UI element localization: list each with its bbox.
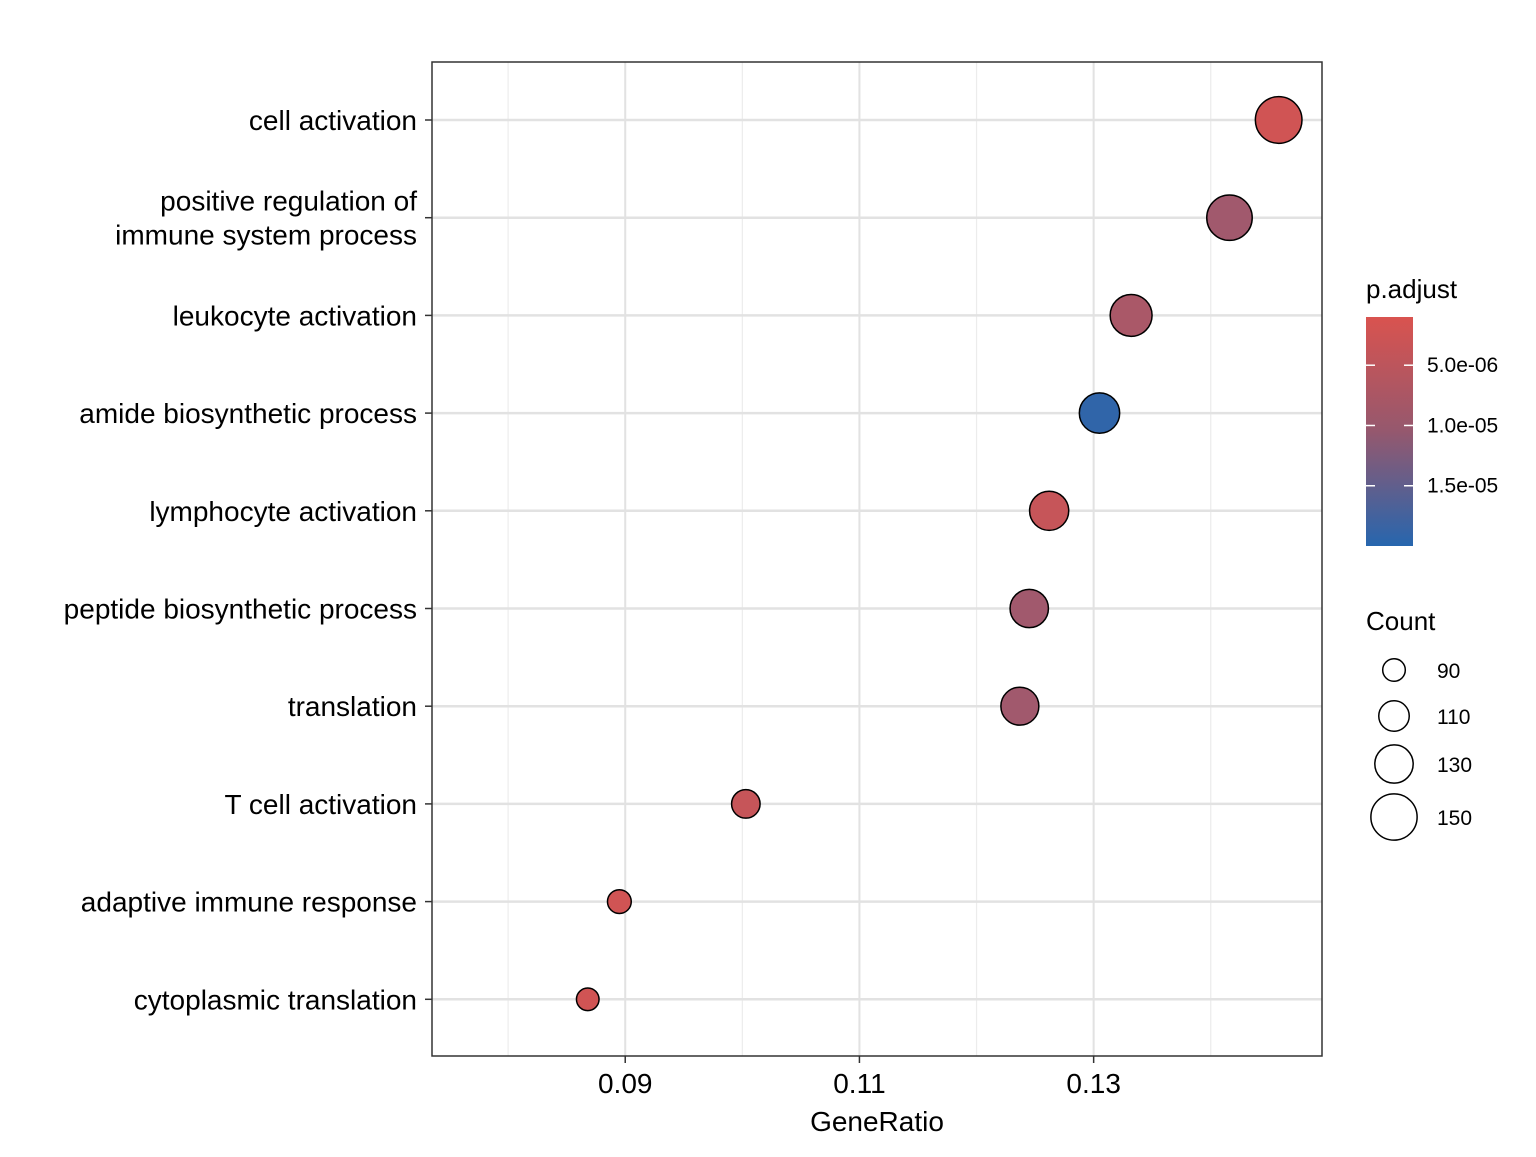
data-point (606, 888, 633, 915)
points-layer (575, 95, 1303, 1012)
data-point (1109, 293, 1153, 338)
data-point (730, 788, 761, 819)
color-legend-label: 1.5e-05 (1427, 475, 1498, 498)
size-legend-circle (1370, 793, 1418, 841)
axes-layer: cell activation positive regulation of imm… (64, 105, 1121, 1099)
plot-panel-border (431, 61, 1323, 1057)
x-tick-label: 0.09 (598, 1068, 653, 1099)
grid-layer (432, 62, 1322, 1056)
legend-layer: p.adjust 5.0e-06 1.0e-05 1.5e-05 Count 90 1… (1366, 274, 1498, 841)
data-point (1009, 588, 1050, 629)
size-legend-items: 90 110 130 150 (1370, 657, 1472, 841)
color-legend-bar (1366, 317, 1413, 546)
size-legend-label: 130 (1437, 754, 1472, 777)
data-point (1206, 194, 1253, 242)
color-legend-title: p.adjust (1366, 274, 1458, 304)
data-point (1078, 392, 1121, 435)
size-legend-label: 150 (1437, 807, 1472, 830)
color-legend-label: 1.0e-05 (1427, 414, 1498, 437)
data-point (1000, 686, 1040, 726)
y-tick-label: T cell activation (225, 789, 417, 820)
color-legend-label: 5.0e-06 (1427, 354, 1498, 377)
y-tick-label: cytoplasmic translation (134, 984, 417, 1015)
x-tick-label: 0.11 (833, 1068, 885, 1099)
y-tick-label: peptide biosynthetic process (64, 594, 417, 625)
color-legend-ticks: 5.0e-06 1.0e-05 1.5e-05 (1366, 354, 1498, 498)
y-tick-label: cell activation (249, 105, 417, 136)
y-tick-label: adaptive immune response (81, 887, 417, 918)
data-point (1254, 95, 1303, 145)
size-legend-circle (1381, 657, 1407, 683)
y-tick-label: positive regulation of immune system proc… (115, 186, 417, 251)
size-legend-circle (1378, 700, 1410, 732)
y-tick-label: lymphocyte activation (149, 496, 417, 527)
x-tick-label: 0.13 (1066, 1068, 1121, 1099)
size-legend-label: 90 (1437, 660, 1460, 683)
x-axis-title: GeneRatio (810, 1106, 944, 1137)
data-point (575, 987, 600, 1012)
y-tick-label: translation (288, 691, 417, 722)
data-point (1028, 490, 1070, 532)
size-legend-label: 110 (1437, 706, 1470, 729)
y-tick-label: leukocyte activation (173, 300, 417, 331)
y-tick-label: amide biosynthetic process (79, 398, 417, 429)
size-legend-circle (1374, 744, 1414, 784)
size-legend-title: Count (1366, 606, 1436, 636)
